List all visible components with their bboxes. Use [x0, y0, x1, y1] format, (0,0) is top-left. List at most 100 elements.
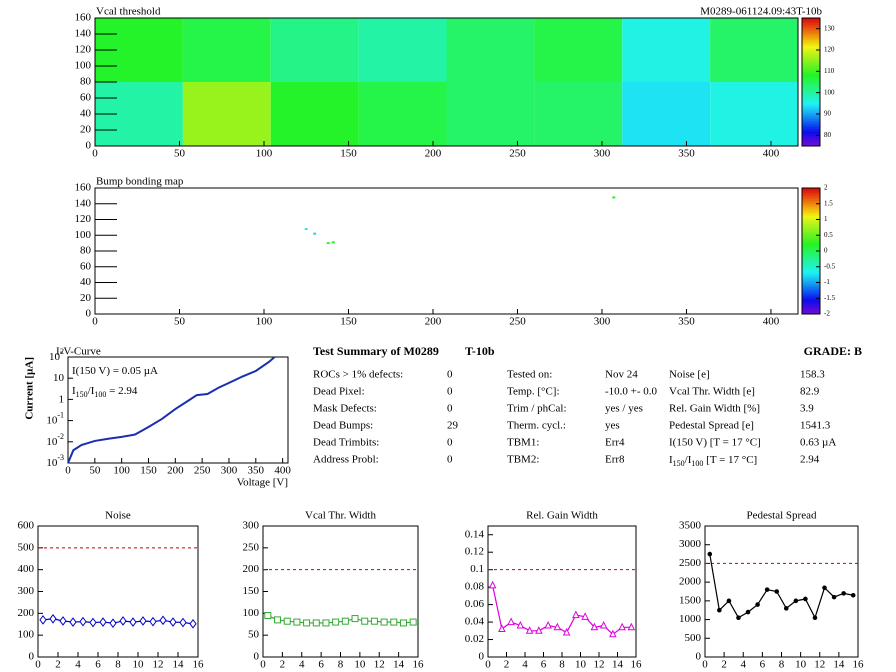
y-tick-label: 10	[53, 372, 65, 384]
colorbar-segment	[802, 307, 820, 311]
x-tick-label: 8	[115, 659, 121, 671]
marker	[283, 617, 291, 625]
colorbar-segment	[802, 244, 820, 248]
marker	[39, 615, 47, 625]
colorbar-segment	[802, 301, 820, 304]
x-tick-label: 6	[95, 659, 101, 671]
summary-value: 158.3	[800, 369, 825, 381]
colorbar-segment	[802, 209, 820, 212]
marker	[850, 592, 856, 598]
colorbar-label: 80	[824, 131, 832, 139]
summary-value: 0	[447, 437, 453, 449]
colorbar-segment	[802, 133, 820, 136]
colorbar-segment	[802, 111, 820, 115]
y-tick-label: 200	[243, 563, 260, 575]
colorbar-segment	[802, 88, 820, 92]
marker	[831, 594, 837, 600]
colorbar-label: 0.5	[824, 231, 833, 239]
y-tick-label: 160	[75, 182, 92, 194]
colorbar-segment	[802, 217, 820, 220]
colorbar-label: 1.5	[824, 199, 833, 207]
colorbar-segment	[802, 114, 820, 117]
marker	[572, 610, 580, 619]
marker	[89, 617, 97, 628]
y-tick-label: 2000	[679, 576, 702, 588]
x-tick-label: 350	[248, 465, 265, 477]
text-part: = 2.94	[106, 385, 137, 397]
x-tick-label: 10	[354, 659, 366, 671]
colorbar-segment	[802, 274, 820, 277]
colorbar-segment	[802, 22, 820, 25]
colorbar-segment	[802, 240, 820, 244]
colorbar-segment	[802, 62, 820, 66]
plot-frame	[67, 356, 289, 464]
colorbar-label: -0.5	[824, 262, 836, 270]
marker	[312, 619, 320, 627]
colorbar-label: 0	[824, 247, 828, 255]
heatmap-cell	[534, 82, 623, 146]
colorbar-segment	[802, 43, 820, 47]
summary-value: 0.63 µA	[800, 437, 836, 449]
marker	[525, 626, 534, 634]
marker	[764, 587, 770, 592]
colorbar-label: -1.5	[824, 294, 836, 302]
colorbar-segment	[802, 99, 820, 102]
x-tick-label: 200	[425, 148, 442, 160]
x-tick-label: 4	[299, 659, 305, 671]
heatmap-cell	[534, 18, 623, 82]
colorbar-segment	[802, 232, 820, 235]
colorbar-segment	[802, 30, 820, 34]
y-tick-label: 140	[75, 197, 92, 209]
text-part: 100	[691, 459, 703, 468]
x-tick-label: 300	[594, 316, 611, 328]
marker	[822, 585, 827, 591]
x-tick-label: 400	[763, 316, 780, 328]
tick-base: 1	[59, 393, 65, 405]
x-tick-label: 12	[374, 659, 385, 671]
summary-value: 2.94	[800, 454, 820, 466]
x-tick-label: 2	[504, 659, 510, 671]
colorbar-segment	[802, 236, 820, 239]
marker	[264, 612, 272, 620]
chart-title: Rel. Gain Width	[526, 510, 598, 522]
colorbar-segment	[802, 26, 820, 30]
tick-base: 10	[49, 351, 61, 363]
marker	[370, 617, 378, 625]
y-tick-label: 0.1	[470, 563, 484, 575]
y-tick-label: 20	[80, 124, 92, 136]
y-tick-label: 50	[248, 629, 260, 641]
summary-label: Dead Bumps:	[313, 420, 373, 432]
y-tick-label: 0.14	[465, 528, 485, 540]
x-tick-label: 16	[193, 659, 205, 671]
colorbar-segment	[802, 299, 820, 302]
y-tick-label: 140	[75, 28, 92, 40]
y-tick-label: 500	[685, 632, 702, 644]
y-tick-label: 100	[243, 607, 260, 619]
colorbar-segment	[802, 37, 820, 40]
marker	[49, 613, 57, 624]
marker	[274, 616, 282, 624]
tick-exponent: 2	[60, 347, 64, 356]
colorbar-segment	[802, 118, 820, 121]
marker	[109, 618, 117, 628]
colorbar-segment	[802, 265, 820, 269]
summary-value: 3.9	[800, 403, 814, 415]
x-tick-label: 350	[678, 316, 695, 328]
summary-label: Address Probl:	[313, 454, 379, 466]
colorbar-segment	[802, 58, 820, 62]
colorbar-segment	[802, 293, 820, 296]
chart-title: Bump bonding map	[96, 176, 184, 188]
colorbar-segment	[802, 284, 820, 288]
y-tick-label: 0.02	[465, 633, 484, 645]
marker	[516, 620, 525, 629]
marker	[399, 619, 407, 627]
colorbar-segment	[802, 305, 820, 309]
x-tick-label: 10	[575, 659, 587, 671]
y-tick-label: 102	[49, 347, 64, 362]
plot-frame	[704, 525, 859, 658]
y-tick-label: 160	[75, 12, 92, 24]
y-tick-label: 10-3	[46, 453, 64, 468]
y-tick-label: 0	[254, 651, 260, 663]
summary-value: 82.9	[800, 386, 820, 398]
x-tick-label: 100	[113, 465, 130, 477]
